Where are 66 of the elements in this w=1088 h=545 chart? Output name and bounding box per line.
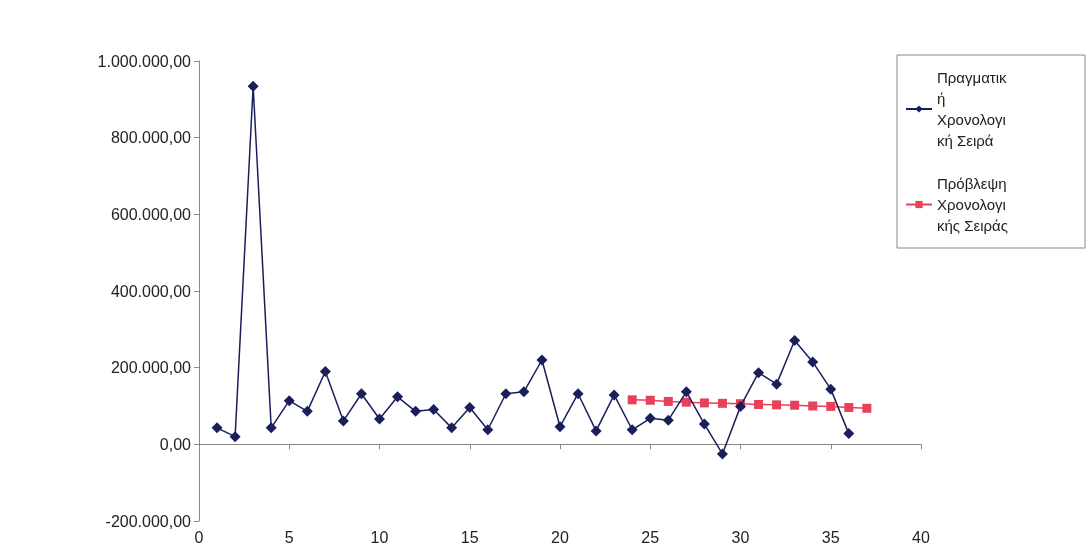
- point: [211, 422, 223, 434]
- point: [789, 334, 801, 346]
- point: [772, 400, 782, 410]
- point: [536, 354, 548, 366]
- point: [355, 388, 367, 400]
- legend-label: Πρόβλεψη Χρονολογικής Σειράς: [937, 175, 1011, 234]
- point: [826, 401, 836, 411]
- point: [608, 389, 620, 401]
- point: [464, 402, 476, 414]
- x-tick-label: 25: [641, 528, 660, 545]
- point: [229, 431, 241, 443]
- point: [790, 400, 800, 410]
- point: [771, 378, 783, 390]
- y-tick-label: 800.000,00: [110, 129, 192, 147]
- point: [807, 356, 819, 368]
- point: [644, 412, 656, 424]
- point: [554, 421, 566, 433]
- point: [518, 386, 530, 398]
- point: [283, 395, 295, 407]
- y-tick-label: 0,00: [159, 435, 192, 453]
- point: [717, 398, 727, 408]
- x-tick-label: 40: [912, 528, 930, 545]
- point: [825, 383, 837, 395]
- point: [482, 424, 494, 436]
- y-tick-label: 600.000,00: [110, 205, 192, 223]
- point: [319, 366, 331, 377]
- point: [662, 414, 674, 426]
- point: [337, 415, 349, 427]
- point: [663, 396, 673, 406]
- x-tick-label: 0: [194, 528, 204, 545]
- point: [680, 386, 692, 398]
- point: [374, 413, 385, 425]
- x-tick-label: 10: [370, 528, 389, 545]
- x-tick-label: 5: [284, 528, 294, 545]
- point: [590, 425, 602, 437]
- y-tick-label: 400.000,00: [110, 282, 192, 300]
- point: [753, 367, 765, 379]
- point: [862, 403, 872, 413]
- point: [698, 418, 710, 430]
- legend-label: Πραγματική Χρονολογική Σειρά: [937, 69, 1008, 149]
- point: [247, 80, 259, 92]
- point: [844, 403, 854, 413]
- y-tick-label: 1.000.000,00: [97, 52, 192, 70]
- point: [446, 422, 458, 434]
- point: [716, 448, 728, 460]
- point: [265, 422, 277, 434]
- point: [627, 395, 637, 405]
- point: [699, 398, 709, 408]
- point: [301, 405, 313, 417]
- x-tick-label: 20: [551, 528, 569, 545]
- point: [808, 401, 818, 411]
- y-tick-label: 200.000,00: [110, 359, 192, 377]
- point: [681, 397, 691, 407]
- point: [410, 405, 422, 417]
- x-tick-label: 30: [731, 528, 750, 545]
- x-tick-label: 35: [821, 528, 840, 545]
- y-tick-label: -200.000,00: [105, 512, 192, 530]
- point: [428, 403, 440, 415]
- point: [626, 424, 638, 436]
- point: [645, 395, 655, 405]
- point: [754, 399, 764, 409]
- point: [392, 391, 404, 403]
- point: [572, 388, 584, 400]
- x-tick-label: 15: [460, 528, 479, 545]
- point: [843, 428, 855, 440]
- point: [500, 388, 512, 400]
